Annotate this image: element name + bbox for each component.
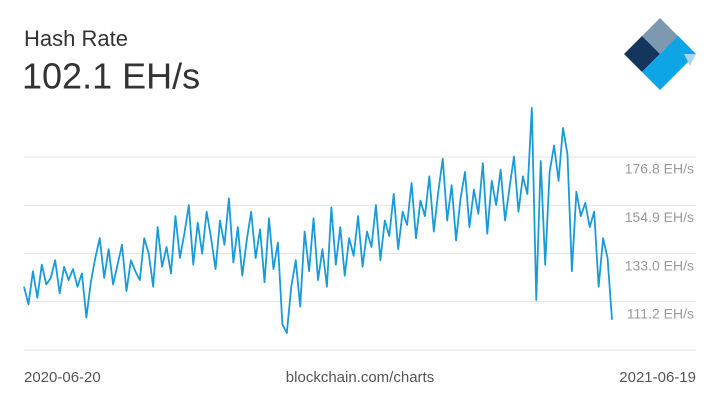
x-tick-label: 2020-06-20	[24, 369, 101, 386]
y-tick-label: 154.9 EH/s	[625, 209, 694, 225]
chart-title: Hash Rate	[24, 26, 128, 51]
line	[23, 107, 613, 334]
current-value: 102.1 EH/s	[22, 56, 200, 97]
y-tick-label: 133.0 EH/s	[625, 257, 694, 273]
logo	[624, 18, 696, 90]
y-tick-label: 176.8 EH/s	[625, 161, 694, 177]
x-tick-label: 2021-06-19	[619, 369, 696, 386]
source: blockchain.com/charts	[286, 369, 434, 386]
y-tick-label: 111.2 EH/s	[627, 305, 694, 321]
